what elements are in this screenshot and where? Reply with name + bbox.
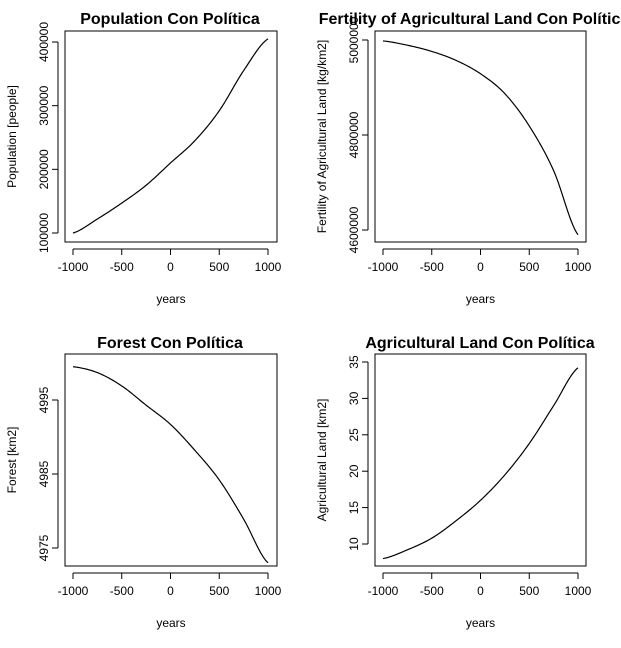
x-tick-label: 0: [167, 584, 174, 598]
y-axis-title: Forest [km2]: [5, 427, 19, 494]
x-tick-label: 1000: [565, 584, 592, 598]
x-tick-label: -1000: [368, 584, 399, 598]
x-axis-title: years: [156, 616, 185, 630]
y-tick-label: 5000000: [347, 16, 361, 63]
panel-3: Forest Con Política -1000 -500 0 500 1000 4975…: [5, 335, 282, 630]
series-line-1: [382, 40, 579, 236]
plot-frame: [64, 353, 278, 567]
chart-title: Fertility of Agricultural Land Con Polít…: [319, 11, 621, 28]
y-tick-label: 10: [347, 537, 361, 551]
x-axis-title: years: [466, 616, 495, 630]
y-tick-label: 4995: [37, 386, 51, 413]
y-tick-label: 30: [347, 391, 361, 405]
panel-4: Agricultural Land Con Política -1000 -500 0…: [315, 335, 595, 630]
x-tick-label: 0: [477, 260, 484, 274]
chart-title: Population Con Política: [80, 11, 260, 28]
series-line-1: [72, 38, 269, 234]
y-tick-label: 15: [347, 501, 361, 515]
y-axis-title: Fertility of Agricultural Land [kg/km2]: [315, 40, 329, 233]
x-tick-label: -500: [420, 584, 444, 598]
plot-frame: [64, 30, 278, 243]
y-tick-label: 4975: [37, 534, 51, 561]
y-tick-label: 35: [347, 355, 361, 369]
y-tick-label: 4600000: [347, 206, 361, 253]
chart-title: Forest Con Política: [97, 335, 243, 352]
plot-frame: [374, 353, 587, 567]
x-tick-label: 500: [209, 584, 229, 598]
series-line-1: [72, 366, 269, 564]
x-tick-label: 1000: [255, 584, 282, 598]
x-tick-label: -500: [110, 260, 134, 274]
x-tick-label: 500: [519, 260, 539, 274]
x-tick-label: -1000: [58, 584, 89, 598]
y-tick-label: 20: [347, 464, 361, 478]
chart-title: Agricultural Land Con Política: [365, 335, 594, 352]
x-tick-label: 0: [477, 584, 484, 598]
plot-frame: [374, 30, 587, 243]
x-tick-label: -1000: [368, 260, 399, 274]
y-tick-label: 25: [347, 428, 361, 442]
x-tick-label: 500: [209, 260, 229, 274]
panel-1: Population Con Política -1000 -500 0 500 1000…: [5, 11, 282, 306]
y-tick-label: 400000: [37, 22, 51, 62]
y-tick-label: 200000: [37, 149, 51, 189]
x-tick-label: -500: [420, 260, 444, 274]
x-axis-title: years: [156, 292, 185, 306]
y-axis-title: Population [people]: [5, 85, 19, 188]
y-tick-label: 4985: [37, 460, 51, 487]
x-tick-label: -500: [110, 584, 134, 598]
y-tick-label: 300000: [37, 85, 51, 125]
x-tick-label: -1000: [58, 260, 89, 274]
x-tick-label: 1000: [255, 260, 282, 274]
y-tick-label: 4800000: [347, 111, 361, 158]
x-axis-title: years: [466, 292, 495, 306]
series-line-1: [382, 367, 579, 560]
y-tick-label: 100000: [37, 213, 51, 253]
x-tick-label: 500: [519, 584, 539, 598]
x-tick-label: 0: [167, 260, 174, 274]
y-axis-title: Agricultural Land [km2]: [315, 399, 329, 522]
x-tick-label: 1000: [565, 260, 592, 274]
panel-2: Fertility of Agricultural Land Con Polít…: [315, 11, 621, 306]
